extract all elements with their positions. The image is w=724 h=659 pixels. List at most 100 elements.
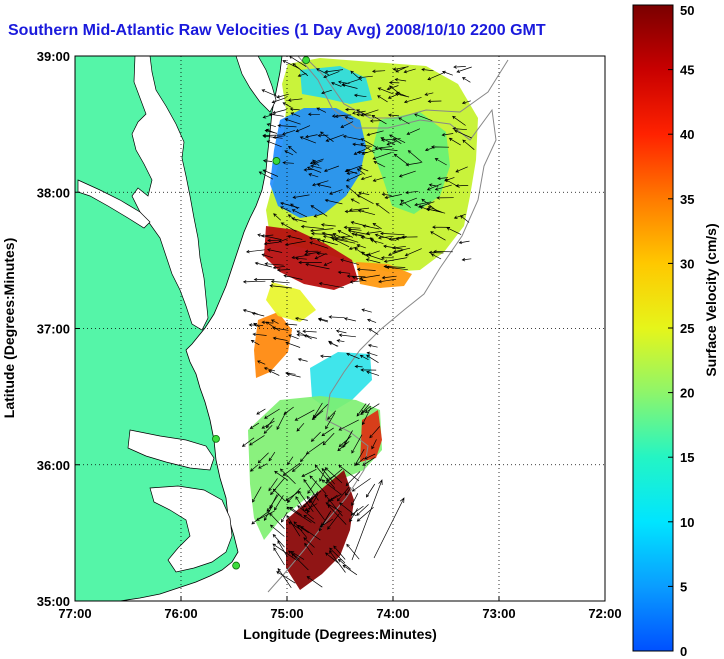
current-vector-arrow: [266, 140, 282, 148]
current-vector-arrow: [324, 198, 343, 205]
current-vector-arrow: [427, 71, 446, 81]
current-vector-arrow: [342, 134, 362, 141]
current-vector-arrow: [272, 336, 287, 341]
current-vector-arrow: [256, 408, 266, 415]
current-vector-arrow: [255, 510, 275, 521]
x-tick-label: 76:00: [164, 606, 197, 621]
current-vector-arrow: [284, 240, 306, 247]
current-vector-arrow: [430, 253, 442, 260]
current-vector-arrow: [318, 281, 344, 289]
current-vector-arrow: [313, 213, 323, 218]
current-vector-arrow: [307, 480, 317, 494]
radar-station: [212, 434, 220, 443]
colorbar-tick-label: 35: [680, 192, 694, 207]
current-vector-arrow: [392, 66, 409, 71]
current-vector-arrow: [372, 176, 386, 182]
current-vector-arrow: [337, 230, 354, 238]
current-vector-arrow: [312, 180, 329, 187]
current-vector-arrow: [461, 257, 472, 262]
current-vector-arrow: [372, 223, 382, 230]
current-vector-arrow: [395, 236, 407, 241]
current-vector-arrow: [430, 231, 446, 241]
current-vector-arrow: [294, 316, 308, 321]
current-vector-arrow: [316, 238, 338, 246]
current-vector-arrow: [377, 235, 393, 240]
current-vector-arrow: [350, 221, 370, 228]
current-vector-arrow: [262, 159, 273, 163]
page-title: Southern Mid-Atlantic Raw Velocities (1 …: [8, 22, 546, 39]
current-vector-arrow: [338, 464, 360, 482]
current-vector-arrow: [263, 366, 276, 372]
current-vector-arrow: [356, 168, 366, 175]
current-vector-arrow: [348, 207, 370, 212]
colorbar-label: Surface Velocity (cm/s): [703, 223, 719, 376]
current-vector-arrow: [403, 68, 416, 74]
current-vector-arrow: [329, 550, 346, 573]
current-vector-arrow: [304, 542, 314, 556]
current-vector-arrow: [346, 173, 363, 182]
current-vector-arrow: [257, 360, 266, 365]
current-vector-arrow: [386, 85, 399, 91]
current-vector-arrow: [310, 228, 334, 233]
current-vector-arrow: [458, 240, 470, 245]
current-vector-arrow: [312, 404, 329, 419]
current-vector-arrow: [336, 486, 350, 502]
current-vector-arrow: [282, 161, 294, 165]
current-vector-arrow: [309, 241, 329, 249]
current-vector-arrow: [354, 364, 363, 369]
current-vector-arrow: [262, 169, 279, 177]
current-vector-arrow: [346, 352, 360, 360]
current-vector-arrow: [249, 435, 265, 446]
current-vector-arrow: [373, 160, 386, 168]
current-vector-arrow: [312, 159, 320, 167]
current-vector-arrow: [305, 262, 330, 270]
colorbar-tick-label: 5: [680, 579, 687, 594]
velocity-patch-south: [248, 396, 382, 540]
current-vector-arrow: [271, 97, 287, 104]
current-vector-arrow: [367, 250, 380, 256]
current-vector-arrow: [262, 133, 283, 138]
current-vector-arrow: [453, 65, 466, 69]
current-vector-arrow: [254, 261, 272, 268]
current-vector-arrow: [434, 184, 452, 191]
current-vector-arrow: [273, 547, 285, 566]
y-tick-label: 35:00: [37, 594, 70, 609]
current-vector-arrow: [452, 126, 467, 131]
current-vector-arrow: [386, 140, 397, 146]
current-vector-arrow: [282, 462, 301, 476]
current-vector-arrow: [374, 146, 393, 150]
current-vector-arrow: [329, 547, 346, 564]
current-vector-arrow: [290, 551, 305, 560]
current-vector-arrow: [286, 487, 301, 504]
current-vector-arrow: [249, 464, 259, 472]
current-vector-arrow: [414, 201, 432, 207]
current-vector-arrow: [351, 493, 359, 507]
current-vector-arrow: [338, 333, 356, 338]
current-vector-arrow: [272, 488, 286, 502]
current-vector-arrow: [398, 117, 410, 125]
current-vector-arrow: [358, 191, 370, 195]
current-vector-arrow: [276, 571, 296, 584]
current-vector-arrow: [321, 467, 335, 485]
current-vector-arrow: [377, 95, 388, 103]
current-vector-arrow: [266, 248, 283, 253]
current-vector-arrow: [317, 317, 328, 322]
current-vector-arrow: [300, 453, 308, 463]
current-vector-arrow: [393, 153, 408, 165]
current-vector-arrow: [257, 233, 282, 240]
current-vector-arrow: [252, 486, 262, 503]
current-vector-arrow: [364, 453, 376, 460]
current-vector-arrow: [461, 100, 471, 105]
current-vector-arrow: [358, 166, 369, 172]
current-vector-arrow: [325, 412, 336, 430]
current-vector-arrow: [298, 260, 322, 265]
current-vector-arrow: [380, 138, 401, 142]
current-vector-arrow: [241, 437, 255, 447]
current-vector-arrow: [453, 213, 466, 219]
velocity-patch-yellow-mid: [266, 282, 316, 322]
current-vector-arrow: [353, 146, 370, 155]
current-vector-arrow: [295, 125, 311, 133]
current-vector-arrow: [287, 234, 303, 240]
current-vector-arrow: [395, 67, 406, 73]
colorbar-tick-label: 20: [680, 386, 694, 401]
